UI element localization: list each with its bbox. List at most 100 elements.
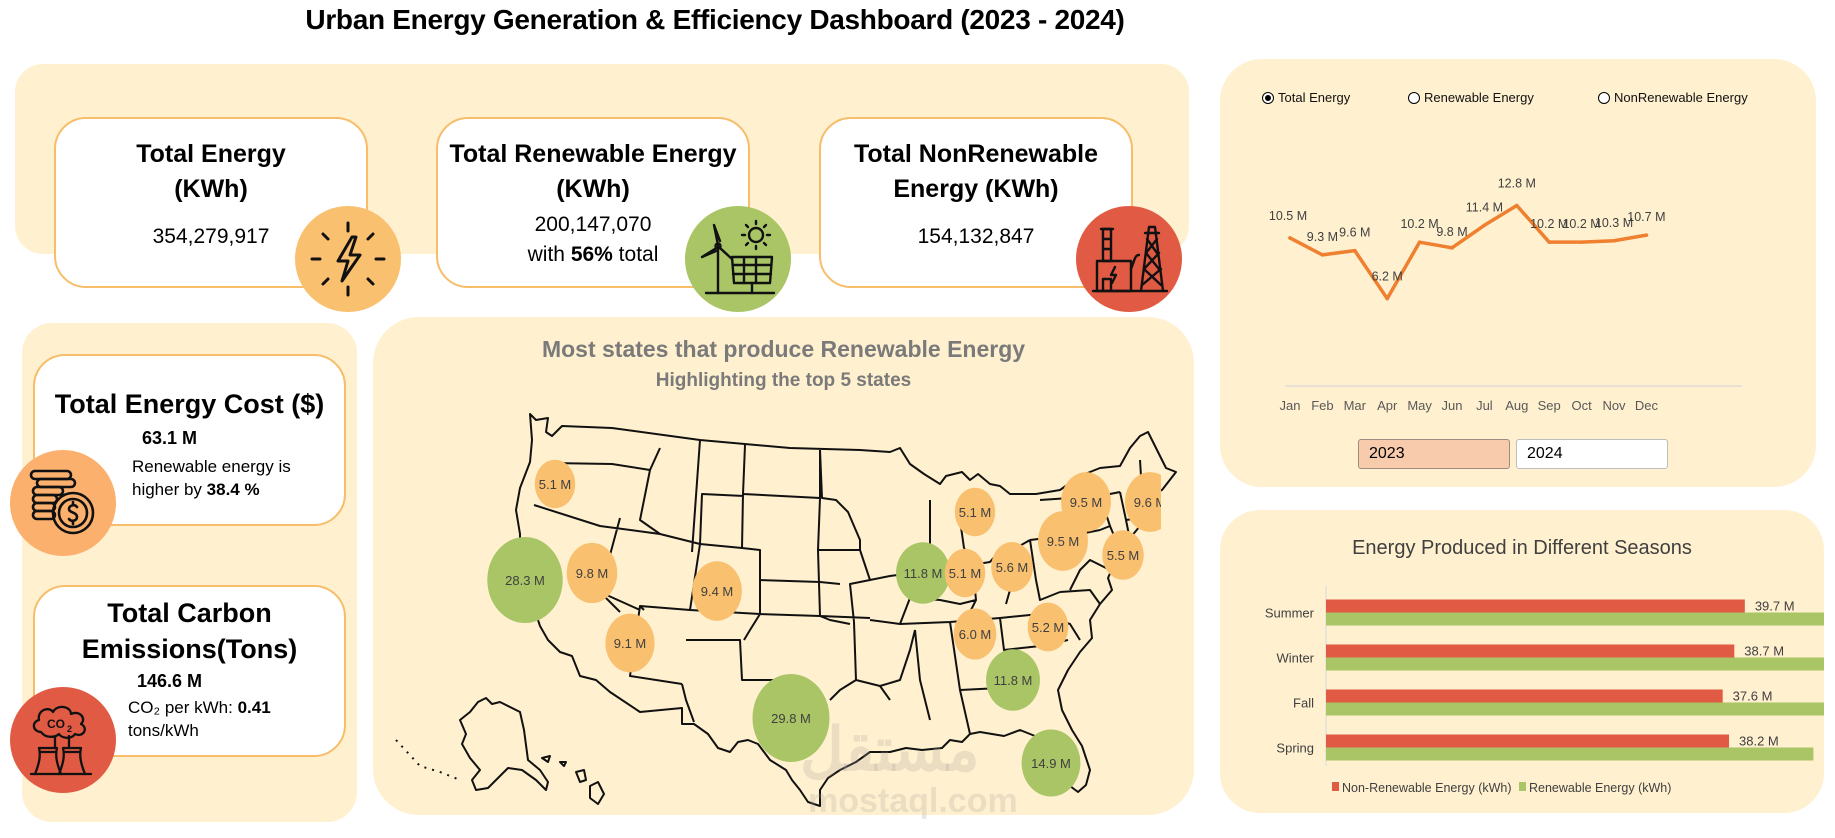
- seasons-bar-chart: Energy Produced in Different Seasons Summ…: [1265, 537, 1824, 795]
- energy-cost-note-prefix: Renewable energy is higher by: [132, 457, 291, 499]
- line-point-mar: [1353, 248, 1357, 253]
- bubble-label-ohio: 5.6 M: [996, 560, 1029, 575]
- nonrenewable-title-line1: Total NonRenewable: [853, 140, 1098, 168]
- carbon-title: Total Carbon Emissions(Tons): [35, 595, 344, 667]
- total-energy-title: Total Energy (KWh): [56, 137, 366, 207]
- line-point-may: [1417, 240, 1422, 244]
- radio-renewable-energy-label: Renewable Energy: [1424, 90, 1534, 105]
- bubble-oregon: [534, 459, 576, 509]
- radio-dot-selected[interactable]: [1262, 91, 1274, 104]
- co2-factory-icon: CO 2: [10, 687, 116, 793]
- line-point-jun: [1450, 246, 1454, 250]
- bubble-label-nevada: 9.8 M: [576, 566, 609, 581]
- radio-total-energy[interactable]: Total Energy: [1262, 90, 1350, 105]
- bubble-label-florida: 14.9 M: [1031, 756, 1071, 771]
- x-tick-apr: Apr: [1377, 398, 1398, 413]
- line-point-sep: [1547, 240, 1551, 244]
- aleutian-dots: [395, 739, 461, 781]
- renewable-bar-fall: [1326, 702, 1824, 716]
- bubble-illinois: [896, 542, 950, 604]
- renewable-bar-summer: [1326, 612, 1824, 626]
- legend-swatch-nonrenewable: [1332, 782, 1339, 791]
- bubble-label-massachusetts: 9.6 M: [1134, 495, 1167, 510]
- bubble-north-carolina: [1027, 602, 1069, 652]
- data-label-dec: 10.7 M: [1627, 210, 1665, 224]
- bubble-new-jersey: [1102, 530, 1144, 580]
- bubble-pennsylvania: [1038, 511, 1088, 571]
- bubble-california: [487, 536, 563, 624]
- carbon-note-prefix: CO₂ per kWh:: [128, 698, 238, 717]
- us-bubble-map: 29.8 M 28.3 M 14.9 M 11.8 M 11.8 M 9.8 M 9.6 M…: [395, 413, 1177, 807]
- bubble-georgia: [986, 649, 1040, 711]
- renewable-title: Total Renewable Energy (KWh): [438, 137, 748, 207]
- renewable-bar-winter: [1326, 657, 1824, 671]
- bubble-arizona: [605, 613, 655, 673]
- bubble-label-north-carolina: 5.2 M: [1032, 620, 1065, 635]
- bubble-texas: [752, 674, 830, 762]
- total-energy-title-line2: (KWh): [174, 175, 248, 203]
- legend-label-nonrenewable: Non-Renewable Energy (kWh): [1342, 781, 1512, 795]
- radio-dot[interactable]: [1598, 91, 1610, 104]
- wind-solar-icon: [685, 206, 791, 312]
- year-slicer-2024[interactable]: 2024: [1516, 439, 1668, 469]
- bubble-label-illinois: 11.8 M: [904, 566, 943, 581]
- nonrenewable-title-line2: Energy (KWh): [893, 175, 1059, 203]
- bubble-label-arizona: 9.1 M: [614, 636, 647, 651]
- alaska-outline: [459, 697, 549, 791]
- bubble-nevada: [566, 542, 618, 604]
- x-tick-jan: Jan: [1280, 398, 1301, 413]
- data-label-jul: 11.4 M: [1466, 200, 1503, 214]
- data-label-nov: 10.3 M: [1595, 216, 1633, 230]
- data-label-sep: 10.2 M: [1530, 217, 1568, 231]
- map-title: Most states that produce Renewable Energ…: [541, 336, 1026, 362]
- bubble-label-georgia: 11.8 M: [994, 673, 1033, 688]
- bubble-label-pennsylvania: 9.5 M: [1047, 534, 1080, 549]
- renewable-title-line2: (KWh): [556, 175, 630, 203]
- x-tick-oct: Oct: [1571, 398, 1592, 413]
- radio-nonrenewable-energy-label: NonRenewable Energy: [1614, 90, 1748, 105]
- renewable-share-prefix: with: [527, 243, 571, 266]
- carbon-value: 146.6 M: [136, 671, 203, 691]
- x-tick-dec: Dec: [1635, 398, 1659, 413]
- radio-nonrenewable-energy[interactable]: NonRenewable Energy: [1598, 90, 1748, 105]
- radio-dot[interactable]: [1408, 91, 1420, 104]
- line-point-feb: [1320, 253, 1325, 257]
- carbon-title-line2: Emissions(Tons): [81, 634, 298, 664]
- bubble-label-oregon: 5.1 M: [539, 477, 572, 492]
- bubble-group: 29.8 M 28.3 M 14.9 M 11.8 M 11.8 M 9.8 M 9.6 M…: [487, 459, 1167, 797]
- svg-text:CO: CO: [47, 717, 65, 731]
- nonrenewable-title: Total NonRenewable Energy (KWh): [821, 137, 1131, 207]
- radio-total-energy-label: Total Energy: [1278, 90, 1351, 105]
- line-point-aug: [1515, 203, 1519, 208]
- energy-cost-card: Total Energy Cost ($) 63.1 M Renewable e…: [33, 354, 346, 526]
- nonrenewable-bar-summer: [1326, 599, 1745, 613]
- energy-cost-note: Renewable energy is higher by 38.4 %: [132, 455, 332, 501]
- state-bubbles: 29.8 M 28.3 M 14.9 M 11.8 M 11.8 M 9.8 M 9.6 M…: [487, 459, 1167, 797]
- line-point-oct: [1579, 240, 1584, 244]
- data-label-mar: 9.6 M: [1339, 226, 1370, 240]
- renewable-title-line1: Total Renewable Energy: [449, 140, 737, 168]
- x-tick-jun: Jun: [1442, 398, 1463, 413]
- bubble-label-indiana: 5.1 M: [949, 566, 982, 581]
- bubble-tennessee: [953, 608, 997, 660]
- data-label-jun: 9.8 M: [1436, 225, 1467, 239]
- radio-renewable-energy[interactable]: Renewable Energy: [1408, 90, 1534, 105]
- bubble-michigan: [954, 487, 996, 537]
- nonrenewable-label-summer: 39.7 M: [1755, 599, 1795, 614]
- x-tick-aug: Aug: [1505, 398, 1528, 413]
- data-label-jan: 10.5 M: [1269, 209, 1307, 223]
- hawaii-outline: [541, 755, 605, 805]
- nonrenewable-value: 154,132,847: [917, 225, 1035, 248]
- legend-label-renewable: Renewable Energy (kWh): [1529, 781, 1671, 795]
- carbon-note-suffix: tons/kWh: [128, 721, 199, 740]
- line-point-dec: [1644, 233, 1649, 237]
- nonrenewable-bar-winter: [1326, 644, 1735, 658]
- bubble-label-tennessee: 6.0 M: [959, 627, 992, 642]
- year-slicer-2023[interactable]: 2023: [1358, 439, 1510, 469]
- carbon-note: CO₂ per kWh: 0.41 tons/kWh: [128, 696, 338, 742]
- data-label-aug: 12.8 M: [1498, 177, 1536, 191]
- us-outline: [515, 413, 1177, 807]
- renewable-bar-spring: [1326, 747, 1814, 761]
- bubble-label-texas: 29.8 M: [771, 711, 811, 726]
- dashboard-title: Urban Energy Generation & Efficiency Das…: [305, 4, 1125, 35]
